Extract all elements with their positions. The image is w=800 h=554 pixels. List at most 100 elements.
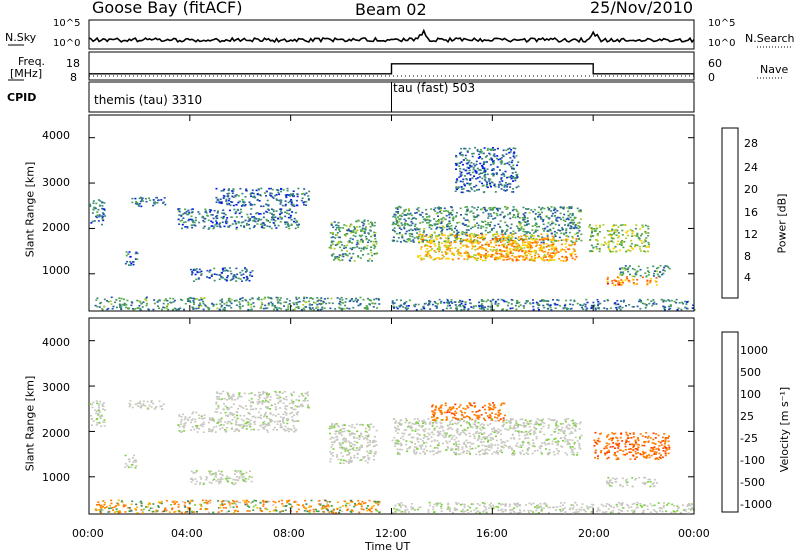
data-cell [331, 302, 334, 305]
data-cell [482, 221, 484, 223]
data-cell [440, 209, 442, 211]
data-cell [210, 474, 213, 476]
data-cell [141, 302, 143, 305]
data-cell [346, 307, 349, 309]
data-cell [341, 299, 344, 301]
data-cell [226, 408, 229, 411]
data-cell [345, 254, 348, 256]
data-cell [624, 279, 627, 281]
data-cell [528, 212, 531, 214]
data-cell [354, 235, 357, 238]
data-cell [364, 307, 366, 309]
data-cell [471, 171, 474, 174]
data-cell [487, 178, 490, 180]
data-cell [279, 199, 282, 201]
data-cell [277, 402, 280, 404]
data-cell [223, 307, 226, 309]
data-cell [145, 506, 147, 508]
data-cell [304, 499, 307, 502]
data-cell [474, 146, 477, 149]
data-cell [480, 236, 483, 239]
data-cell [225, 479, 228, 482]
data-cell [490, 185, 492, 188]
data-cell [191, 226, 194, 229]
data-cell [506, 176, 509, 179]
data-cell [477, 254, 480, 256]
data-cell [523, 224, 526, 227]
data-cell [522, 206, 525, 209]
data-cell [611, 230, 613, 232]
data-cell [339, 444, 342, 447]
data-cell [525, 208, 527, 210]
data-cell [281, 204, 284, 207]
data-cell [629, 250, 632, 252]
data-cell [550, 241, 553, 243]
data-cell [375, 297, 378, 300]
data-cell [348, 252, 351, 255]
data-cell [395, 211, 398, 213]
data-cell [410, 224, 413, 227]
data-cell [489, 178, 492, 181]
data-cell [474, 225, 477, 228]
data-cell [527, 231, 530, 233]
data-cell [172, 297, 175, 300]
data-cell [274, 216, 277, 218]
data-cell [476, 257, 479, 260]
data-cell [397, 224, 399, 227]
data-cell [321, 306, 324, 309]
data-cell [188, 218, 190, 221]
data-cell [277, 217, 279, 220]
data-cell [546, 237, 549, 239]
data-cell [272, 217, 275, 219]
data-cell [428, 300, 430, 302]
data-cell [424, 244, 427, 246]
data-cell [567, 235, 570, 238]
data-cell [361, 234, 364, 237]
data-cell [245, 188, 248, 190]
data-cell [523, 220, 526, 223]
data-cell [254, 220, 257, 223]
data-cell [363, 232, 366, 234]
data-cell [473, 233, 476, 235]
data-cell [546, 253, 549, 255]
data-cell [117, 511, 120, 513]
data-cell [489, 300, 492, 302]
data-cell [502, 149, 505, 152]
data-cell [198, 304, 200, 307]
data-cell [638, 298, 641, 301]
data-cell [531, 246, 534, 249]
data-cell [370, 246, 373, 248]
data-cell [441, 225, 444, 227]
data-cell [222, 424, 225, 426]
data-cell [91, 212, 94, 214]
data-cell [108, 507, 110, 510]
data-cell [101, 205, 104, 207]
data-cell [662, 269, 665, 271]
data-cell [101, 403, 104, 406]
data-cell [456, 232, 459, 235]
data-cell [96, 216, 99, 219]
data-cell [328, 501, 331, 503]
data-cell [455, 212, 458, 214]
data-cell [247, 308, 250, 311]
data-cell [234, 221, 237, 223]
data-cell [543, 237, 546, 240]
data-cell [631, 306, 634, 308]
data-cell [521, 238, 524, 240]
data-cell [466, 254, 469, 257]
data-cell [493, 153, 496, 155]
data-cell [304, 400, 307, 402]
data-cell [346, 232, 349, 235]
data-cell [351, 248, 353, 251]
data-cell [187, 418, 190, 420]
data-cell [552, 222, 555, 224]
data-cell [545, 255, 548, 258]
data-cell [293, 391, 295, 393]
data-cell [230, 302, 233, 305]
data-cell [410, 240, 413, 242]
data-cell [215, 401, 218, 404]
data-cell [214, 473, 217, 475]
data-cell [602, 224, 605, 226]
data-cell [350, 442, 353, 444]
data-cell [101, 216, 104, 219]
